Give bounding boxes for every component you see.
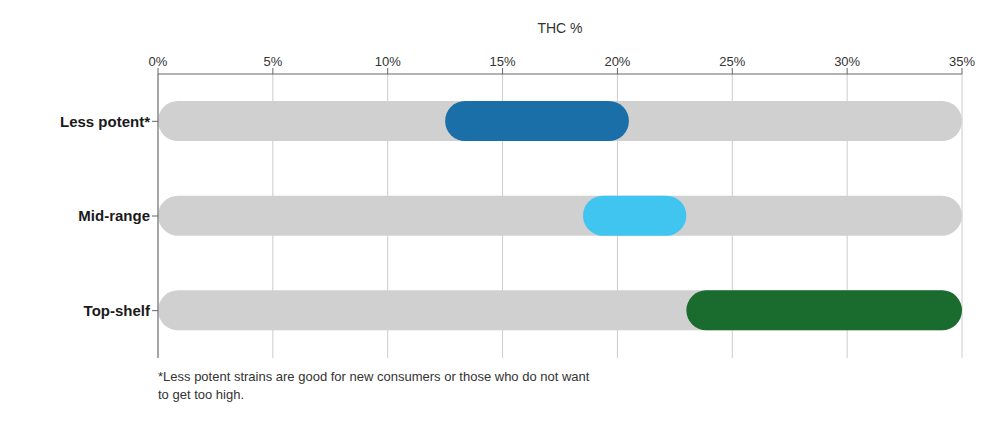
svg-text:20%: 20% [604, 54, 630, 69]
svg-text:0%: 0% [149, 54, 168, 69]
svg-text:Mid-range: Mid-range [78, 207, 150, 224]
svg-text:5%: 5% [263, 54, 282, 69]
svg-text:30%: 30% [834, 54, 860, 69]
svg-text:Top-shelf: Top-shelf [84, 302, 151, 319]
svg-text:35%: 35% [949, 54, 975, 69]
svg-text:15%: 15% [490, 54, 516, 69]
html-text:to get too high.: to get too high. [158, 387, 244, 402]
svg-text:10%: 10% [375, 54, 401, 69]
svg-text:THC %: THC % [537, 20, 582, 36]
svg-text:Less potent*: Less potent* [60, 113, 150, 130]
svg-text:25%: 25% [719, 54, 745, 69]
html-text:*Less potent strains are good: *Less potent strains are good for new co… [158, 369, 590, 384]
